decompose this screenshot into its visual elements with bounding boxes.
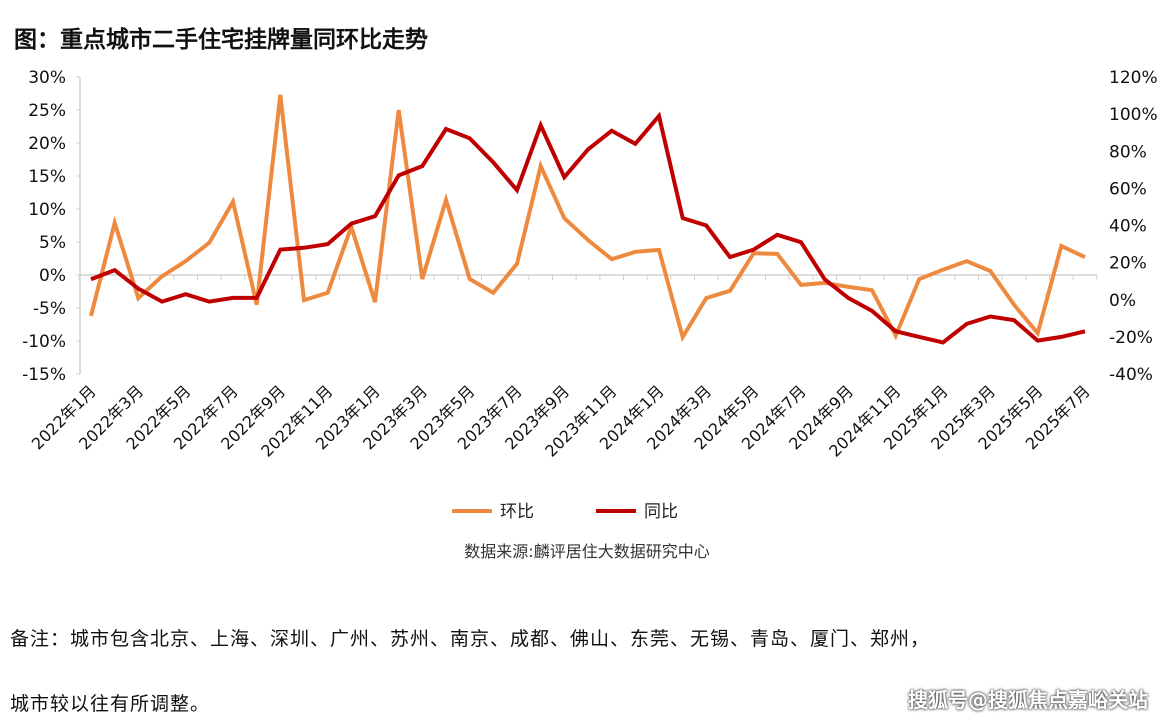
left-axis-label: 20% [28, 134, 66, 154]
left-axis-label: 25% [28, 101, 66, 121]
right-axis-label: 40% [1109, 217, 1147, 237]
right-axis-label: 120% [1109, 68, 1158, 88]
right-axis-label: 0% [1109, 291, 1136, 311]
note-line-1: 备注：城市包含北京、上海、深圳、广州、苏州、南京、成都、佛山、东莞、无锡、青岛、… [10, 628, 931, 650]
left-axis-label: 10% [28, 200, 66, 220]
legend-label: 环比 [500, 502, 534, 522]
legend-label: 同比 [644, 502, 678, 522]
left-axis-label: -10% [22, 332, 66, 352]
right-axis-label: -20% [1109, 328, 1153, 348]
left-axis-label: -5% [33, 299, 66, 319]
left-axis-label: 0% [39, 266, 66, 286]
line-chart: 30% 25% 20% 15% 10% 5% 0% -5% -10% -15% 120% 100% 80… [22, 68, 1158, 522]
right-axis-label: 20% [1109, 254, 1147, 274]
left-axis-label: -15% [22, 365, 66, 385]
note-line-2: 城市较以往有所调整。 [10, 693, 211, 715]
series-line-huanbi [89, 94, 1086, 343]
source-text: 数据来源:麟评居住大数据研究中心 [464, 542, 710, 561]
left-axis-label: 30% [28, 68, 66, 88]
right-axis-label: 100% [1109, 105, 1158, 125]
right-axis-label: 80% [1109, 142, 1147, 162]
chart-title: 图：重点城市二手住宅挂牌量同环比走势 [14, 27, 428, 53]
right-axis-label: -40% [1109, 365, 1153, 385]
watermark: 搜狐号@搜狐焦点嘉峪关站 [908, 688, 1148, 712]
left-axis-label: 5% [39, 233, 66, 253]
right-axis-label: 60% [1109, 179, 1147, 199]
left-axis-label: 15% [28, 167, 66, 187]
